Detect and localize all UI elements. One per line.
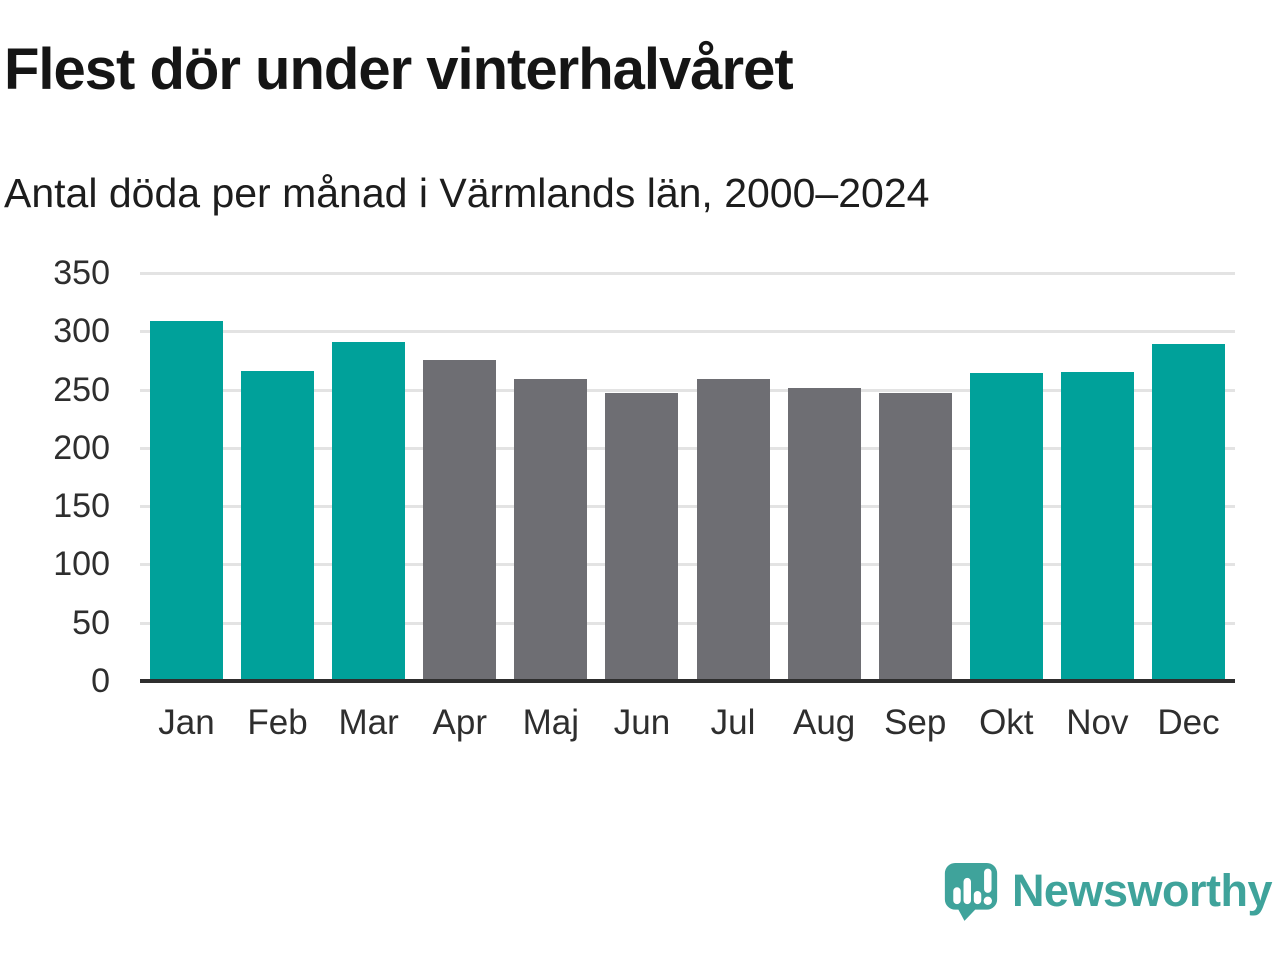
x-tick-label-apr: Apr (432, 703, 487, 742)
x-tick-label-maj: Maj (522, 703, 580, 742)
x-tick-label-feb: Feb (247, 703, 308, 742)
bar-maj (514, 379, 588, 681)
gridline-250 (140, 388, 1235, 392)
chart-subtitle: Antal döda per månad i Värmlands län, 20… (4, 170, 930, 216)
x-axis: Jan Feb Mar Apr Maj Jun Jul Aug Sep Okt Nov Dec (140, 703, 1235, 753)
y-tick-label-0: 0 (91, 662, 110, 700)
x-tick-label-mar: Mar (338, 703, 399, 742)
x-tick-label-jun: Jun (613, 703, 671, 742)
bar-okt (969, 373, 1043, 681)
gridline-100 (140, 563, 1235, 567)
x-tick-label-okt: Okt (979, 703, 1034, 742)
bar-apr (423, 360, 497, 681)
gridline-300 (140, 330, 1235, 334)
x-tick-label-aug: Aug (792, 703, 856, 742)
newsworthy-logo: Newsworthy (943, 860, 1273, 922)
y-tick-label-350: 350 (53, 254, 110, 292)
gridline-200 (140, 446, 1235, 450)
bar-jul (696, 379, 770, 681)
gridline-50 (140, 621, 1235, 625)
y-axis: 0 50 100 150 200 250 300 350 (0, 0, 110, 960)
bar-dec (1152, 344, 1225, 681)
y-tick-label-300: 300 (53, 312, 110, 351)
x-tick-label-sep: Sep (884, 703, 947, 742)
bar-aug (787, 388, 861, 681)
bar-feb (241, 370, 315, 681)
gridline-150 (140, 505, 1235, 509)
bar-nov (1060, 372, 1134, 681)
x-tick-label-jan: Jan (158, 703, 215, 742)
x-tick-label-dec: Dec (1157, 703, 1220, 742)
chart-title: Flest dör under vinterhalvåret (4, 37, 794, 102)
plot-area (140, 272, 1235, 681)
newsworthy-logo-icon (944, 863, 998, 921)
gridline-350 (140, 272, 1235, 275)
x-tick-label-nov: Nov (1066, 703, 1129, 742)
bar-mar (332, 341, 406, 681)
newsworthy-logo-text: Newsworthy (1011, 865, 1273, 916)
bar-sep (878, 393, 952, 681)
bar-jun (605, 393, 679, 681)
y-tick-label-100: 100 (53, 545, 110, 584)
bar-jan (150, 320, 223, 681)
y-tick-label-50: 50 (72, 603, 110, 642)
y-tick-label-150: 150 (53, 487, 110, 526)
x-axis-line (140, 679, 1235, 683)
y-tick-label-200: 200 (53, 428, 110, 467)
y-tick-label-250: 250 (53, 370, 110, 409)
x-tick-label-jul: Jul (710, 703, 756, 742)
